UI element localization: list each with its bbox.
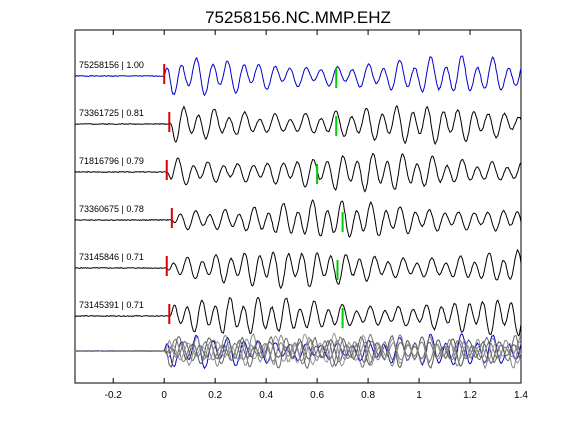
x-tick-label: 0.2 (208, 390, 222, 401)
stacked-overlay (74, 332, 522, 370)
trace-waveform-1 (74, 55, 522, 97)
trace-label-5: 73145846 | 0.71 (79, 252, 144, 262)
traces-layer: 75258156 | 1.00 73361725 | 0.81 71816796 |… (74, 55, 522, 337)
x-tick-label: -0.2 (105, 390, 123, 401)
trace-label-2: 73361725 | 0.81 (79, 108, 144, 118)
x-tick-label: 0.4 (259, 390, 273, 401)
chart-title: 75258156.NC.MMP.EHZ (205, 8, 391, 27)
x-tick-label: 1 (416, 390, 422, 401)
trace-waveform-2 (74, 105, 522, 146)
trace-waveform-4 (74, 199, 522, 238)
trace-label-1: 75258156 | 1.00 (79, 60, 144, 70)
x-tick-label: 0.6 (310, 390, 324, 401)
trace-label-6: 73145391 | 0.71 (79, 300, 144, 310)
trace-label-4: 73360675 | 0.78 (79, 204, 144, 214)
trace-waveform-3 (74, 152, 522, 193)
x-tick-label: 1.2 (463, 390, 477, 401)
x-axis: -0.2 0 0.2 0.4 0.6 0.8 1 1.2 1.4 (105, 30, 528, 401)
stacked-trace-6 (74, 332, 522, 370)
plot-area (74, 29, 522, 384)
trace-waveform-6 (74, 297, 522, 337)
x-tick-label: 0 (161, 390, 167, 401)
x-tick-label: 1.4 (514, 390, 528, 401)
trace-waveform-5 (74, 248, 522, 290)
trace-label-3: 71816796 | 0.79 (79, 156, 144, 166)
x-tick-label: 0.8 (361, 390, 375, 401)
